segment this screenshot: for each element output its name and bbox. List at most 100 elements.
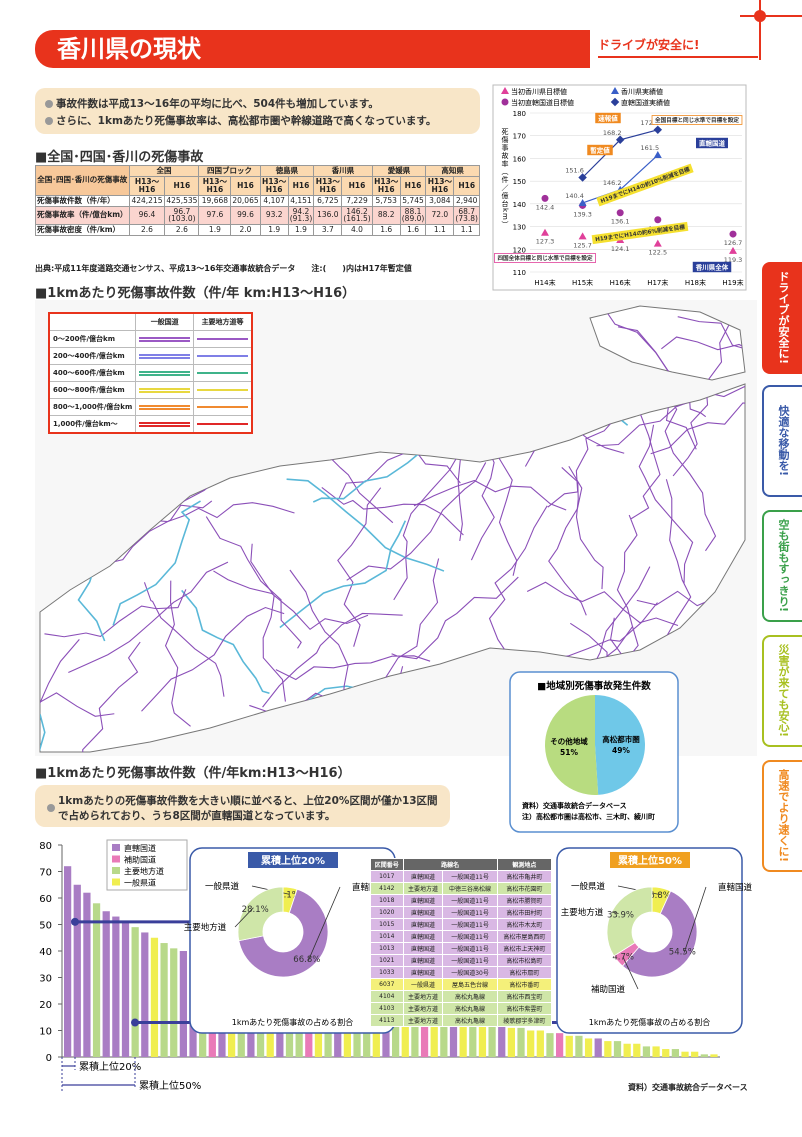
road [213, 570, 369, 631]
swatch-line [139, 424, 191, 427]
road [205, 516, 302, 649]
pie-slice [544, 695, 599, 795]
period-header: H16 [287, 175, 315, 196]
table-cell: 1017 [370, 870, 404, 883]
road [112, 500, 201, 626]
table-cell: 96.4 [128, 205, 166, 226]
bar [179, 951, 187, 1057]
table-cell: 一般国道11号 [442, 930, 498, 943]
road [181, 589, 270, 695]
data-label: 168.2 [603, 129, 622, 137]
page-title: 香川県の現状 [35, 30, 590, 68]
bar [662, 1049, 670, 1057]
bar [565, 1035, 573, 1057]
donut-slice [606, 886, 653, 957]
legend-label: 香川県実績値 [621, 87, 663, 96]
table-cell: 1.6 [399, 224, 427, 237]
marker [501, 87, 509, 94]
legend-row: 200～400件/億台km [48, 347, 253, 365]
bar [633, 1043, 641, 1057]
data-label: 136.1 [611, 218, 630, 226]
donut-frame [556, 847, 743, 1034]
table-cell: 4104 [370, 990, 404, 1003]
y-axis-title: 死傷事故率（件／億台km） [501, 128, 509, 229]
slice-label: 主要地方道 [184, 922, 227, 933]
table-cell: 高松市番町 [496, 978, 553, 991]
table-row: 1013 直轄国道 一般国道11号 高松市上天神町 [370, 942, 553, 955]
bar [594, 1038, 602, 1057]
slice-label: 補助国道 [591, 984, 626, 995]
marker [729, 246, 737, 254]
table-note: 出典:平成11年度道路交通センサス、平成13～16年交通事故統合データ 注:( … [35, 264, 412, 273]
slice-value: 28.1% [242, 905, 269, 915]
table-cell: 97.6 [198, 205, 232, 226]
legend-corner [48, 312, 137, 331]
section-title: ■1kmあたり死傷事故件数（件/年 km:H13～H16） [35, 286, 356, 301]
bullet-text: さらに、1kmあたり死傷事故率は、高松都市圏や幹線道路で高くなっています。 [56, 115, 437, 127]
slice-label: 直轄国道 [718, 882, 753, 893]
marker [541, 228, 549, 236]
bar [623, 1043, 631, 1057]
road [661, 336, 745, 366]
legend-header: 一般国道 主要地方道等 [48, 312, 253, 331]
annotation-text: 香川県全体 [696, 262, 729, 271]
slice-label: 主要地方道 [561, 907, 604, 918]
legend-label: 800～1,000件/億台km [48, 398, 137, 416]
period-header: H13～H16 [128, 175, 166, 196]
table-cell: 主要地方道 [402, 882, 444, 895]
annotation: 暫定値 [587, 144, 613, 156]
table-row: 死傷事故件数（件/年） 424,215 425,535 19,668 20,065 4,1… [35, 194, 480, 207]
marker [654, 216, 662, 224]
y-tick-label: 0 [46, 1053, 52, 1064]
legend-swatch [193, 398, 253, 416]
annotation-box [651, 115, 743, 125]
deco-dot [754, 10, 766, 22]
bar [73, 884, 81, 1057]
pie-note: 資料）交通事故統合データベース [522, 801, 627, 810]
column-header: 路線名 [402, 858, 498, 871]
road [68, 561, 229, 673]
bar [604, 1041, 612, 1057]
section-title: ■1kmあたり死傷事故件数（件/年km:H13～H16） [35, 766, 351, 781]
slice-value: 66.8% [293, 955, 320, 965]
table-cell: 一般国道11号 [442, 954, 498, 967]
swatch-line [197, 389, 248, 391]
marker [729, 230, 737, 238]
section-title: ■全国･四国･香川の死傷事故 [35, 150, 204, 165]
legend-label: 一般県道 [124, 878, 156, 888]
legend-row: 0～200件/億台km [48, 330, 253, 348]
annotation-box [596, 163, 694, 207]
side-tab: 快適な移動を! [762, 385, 802, 497]
bullet-dot [45, 116, 53, 125]
slice-label: 高松都市圏 [602, 734, 640, 744]
data-label: 151.6 [565, 167, 584, 175]
donut-caption: 1kmあたり死傷事故の占める割合 [232, 1017, 354, 1027]
table-cell: 4,151 [287, 194, 315, 207]
table-cell: 一般国道30号 [442, 966, 498, 979]
bar [112, 916, 120, 1057]
bar [170, 948, 178, 1057]
swatch-line [139, 370, 191, 373]
table-cell: 72.0 [425, 205, 455, 226]
road [275, 655, 431, 681]
table-cell: 高松丸亀線 [442, 1002, 498, 1015]
annotation: 全国目標と同じ水準で目標を設定 [651, 115, 743, 125]
legend-label: 補助国道 [124, 855, 156, 865]
table-cell: 94.2 (91.3) [287, 205, 315, 226]
period-header: H16 [453, 175, 480, 196]
data-label: 119.3 [724, 256, 743, 264]
road [662, 387, 717, 552]
swatch-line [139, 356, 191, 359]
bullet-dot [45, 99, 53, 108]
bar [700, 1054, 708, 1057]
map-legend: 一般国道 主要地方道等 0～200件/億台km 200～400件/億台km 400～60… [48, 312, 253, 434]
data-label: 146.2 [603, 179, 622, 187]
table-row: 4142 主要地方道 中徳三谷高松線 高松市花園町 [370, 882, 553, 895]
legend-column: 主要地方道等 [193, 312, 253, 331]
x-tick-label: H14末 [534, 278, 555, 287]
period-header: H16 [230, 175, 261, 196]
y-tick-label: 160 [513, 155, 526, 163]
table-row: 4103 主要地方道 高松丸亀線 高松市紫雲町 [370, 1002, 553, 1015]
region-header: 全国 [128, 165, 200, 177]
